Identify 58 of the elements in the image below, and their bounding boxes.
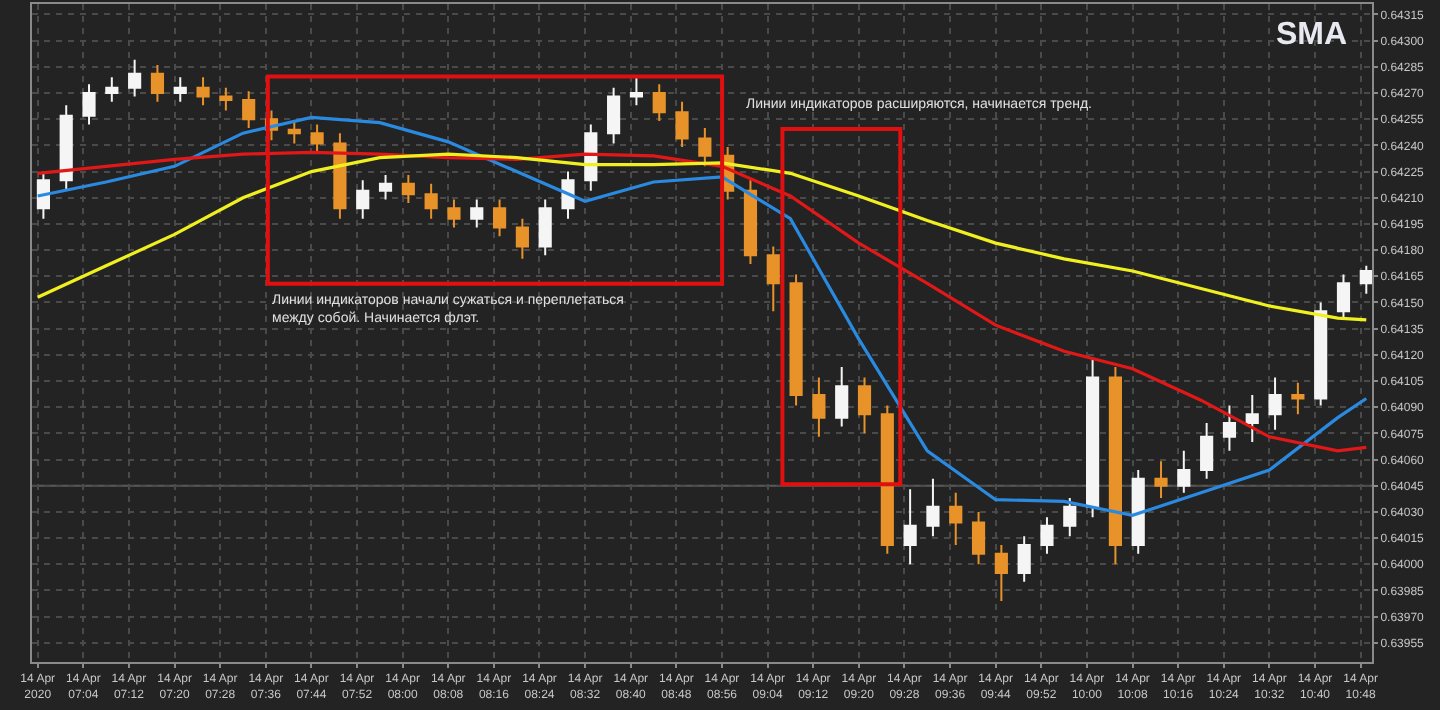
candlestick	[105, 76, 119, 103]
candlestick	[949, 491, 963, 547]
line-series	[36, 115, 1368, 517]
candlestick	[1131, 469, 1145, 555]
candlestick	[698, 126, 712, 168]
candlestick	[1222, 404, 1237, 452]
candlestick	[766, 245, 780, 313]
candlestick	[1108, 366, 1122, 566]
candlestick	[82, 83, 96, 126]
candlestick	[1154, 460, 1168, 499]
candlestick	[1086, 357, 1100, 519]
candlestick	[515, 217, 529, 260]
candlestick	[629, 76, 644, 107]
candlestick	[1268, 376, 1282, 431]
candlestick	[926, 477, 940, 538]
line-series	[36, 152, 1368, 322]
candlestick	[675, 100, 689, 149]
candlestick	[424, 182, 438, 220]
candlestick	[287, 119, 301, 145]
candlestick	[173, 76, 187, 103]
candlestick	[59, 104, 73, 192]
candlestick	[470, 198, 484, 229]
candlestick	[1336, 273, 1351, 321]
candlestick	[447, 198, 461, 229]
chart-title: SMA	[1276, 18, 1348, 52]
candlestick	[333, 132, 347, 220]
candlestick	[1177, 449, 1191, 494]
candlestick	[812, 376, 826, 438]
candlestick	[1359, 264, 1372, 295]
candlestick	[1200, 421, 1214, 480]
candlestick	[1040, 516, 1054, 555]
candlestick	[1314, 301, 1328, 407]
candlestick	[652, 83, 666, 122]
candlestick	[310, 123, 324, 154]
candlestick	[1245, 393, 1259, 444]
candlestick	[538, 198, 552, 257]
candlestick	[492, 198, 507, 238]
candlestick	[242, 90, 256, 129]
candlestick	[1063, 496, 1077, 538]
candlestick	[835, 366, 849, 428]
candlestick	[401, 174, 415, 204]
candlestick	[880, 404, 894, 555]
candlestick	[903, 488, 917, 566]
candlestick	[356, 179, 370, 220]
candlestick	[378, 174, 393, 201]
candlestick	[150, 64, 165, 103]
candlestick	[196, 76, 210, 107]
candlestick	[1291, 381, 1305, 416]
candlestick	[971, 510, 986, 566]
candlestick	[789, 273, 803, 407]
candlestick	[219, 86, 233, 112]
candlestick	[994, 544, 1008, 602]
candlestick	[607, 86, 621, 145]
candlestick	[128, 58, 142, 98]
candlestick	[743, 179, 758, 266]
candlestick	[36, 170, 50, 220]
candlestick	[1017, 535, 1031, 583]
candlestick	[857, 376, 872, 435]
